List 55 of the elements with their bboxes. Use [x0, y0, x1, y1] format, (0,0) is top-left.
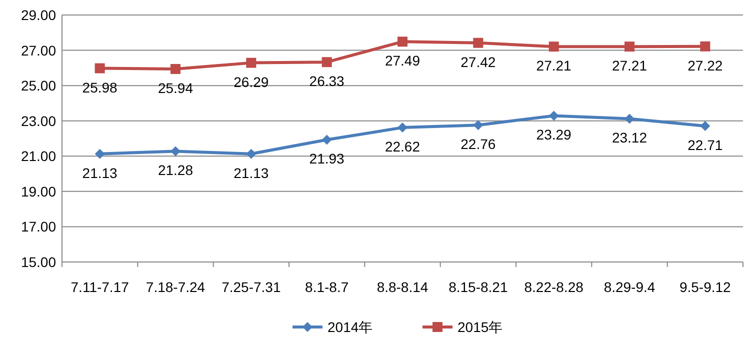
y-tick-label: 19.00 — [20, 183, 56, 200]
point — [94, 63, 105, 74]
point — [700, 120, 710, 131]
point — [246, 58, 256, 68]
point — [170, 146, 180, 156]
x-tick-label: 8.15-8.21 — [448, 279, 508, 295]
point — [322, 134, 332, 145]
point — [548, 110, 559, 121]
point — [548, 42, 559, 52]
data-label: 23.29 — [536, 126, 572, 143]
data-label: 22.62 — [384, 138, 420, 155]
point — [94, 148, 105, 159]
y-tick-label: 25.00 — [20, 78, 56, 94]
point — [700, 41, 710, 52]
y-tick-label: 21.00 — [20, 148, 56, 164]
data-label: 25.94 — [158, 80, 194, 96]
data-label: 25.98 — [82, 79, 118, 96]
legend-label: 2015年 — [458, 319, 503, 335]
x-tick-label: 8.22-8.28 — [524, 279, 584, 295]
x-tick-label: 8.29-9.4 — [604, 279, 656, 295]
data-label: 21.93 — [309, 150, 345, 167]
point — [624, 42, 634, 52]
point — [322, 57, 332, 68]
data-label: 21.13 — [82, 164, 118, 181]
data-label: 21.13 — [234, 164, 269, 181]
point — [170, 64, 180, 74]
x-tick-label: 8.1-8.7 — [305, 279, 349, 295]
x-tick-label: 8.8-8.14 — [376, 279, 428, 295]
y-tick-label: 27.00 — [20, 42, 56, 58]
data-label: 27.22 — [688, 57, 723, 74]
legend-label: 2014年 — [328, 319, 373, 335]
y-tick-label: 29.00 — [20, 7, 56, 23]
data-label: 27.21 — [536, 58, 572, 74]
y-tick-label: 15.00 — [20, 254, 56, 270]
data-label: 27.49 — [384, 52, 420, 69]
data-label: 23.12 — [612, 130, 648, 146]
data-label: 26.33 — [309, 73, 345, 90]
y-tick-label: 23.00 — [20, 112, 56, 129]
data-label: 26.29 — [234, 74, 269, 90]
point — [398, 36, 408, 47]
x-tick-label: 7.11-7.17 — [70, 279, 130, 295]
point — [246, 148, 256, 159]
point — [398, 122, 408, 133]
x-tick-label: 7.18-7.24 — [146, 279, 206, 295]
point — [624, 114, 634, 124]
data-label: 22.76 — [460, 136, 496, 152]
x-tick-label: 7.25-7.31 — [222, 279, 281, 295]
y-tick-label: 17.00 — [20, 218, 56, 235]
point — [473, 38, 484, 48]
x-tick-label: 9.5-9.12 — [679, 279, 732, 295]
data-label: 22.71 — [688, 136, 723, 153]
point — [473, 120, 484, 130]
data-label: 27.21 — [612, 58, 648, 74]
data-label: 27.42 — [460, 54, 496, 70]
data-label: 21.28 — [158, 162, 194, 178]
